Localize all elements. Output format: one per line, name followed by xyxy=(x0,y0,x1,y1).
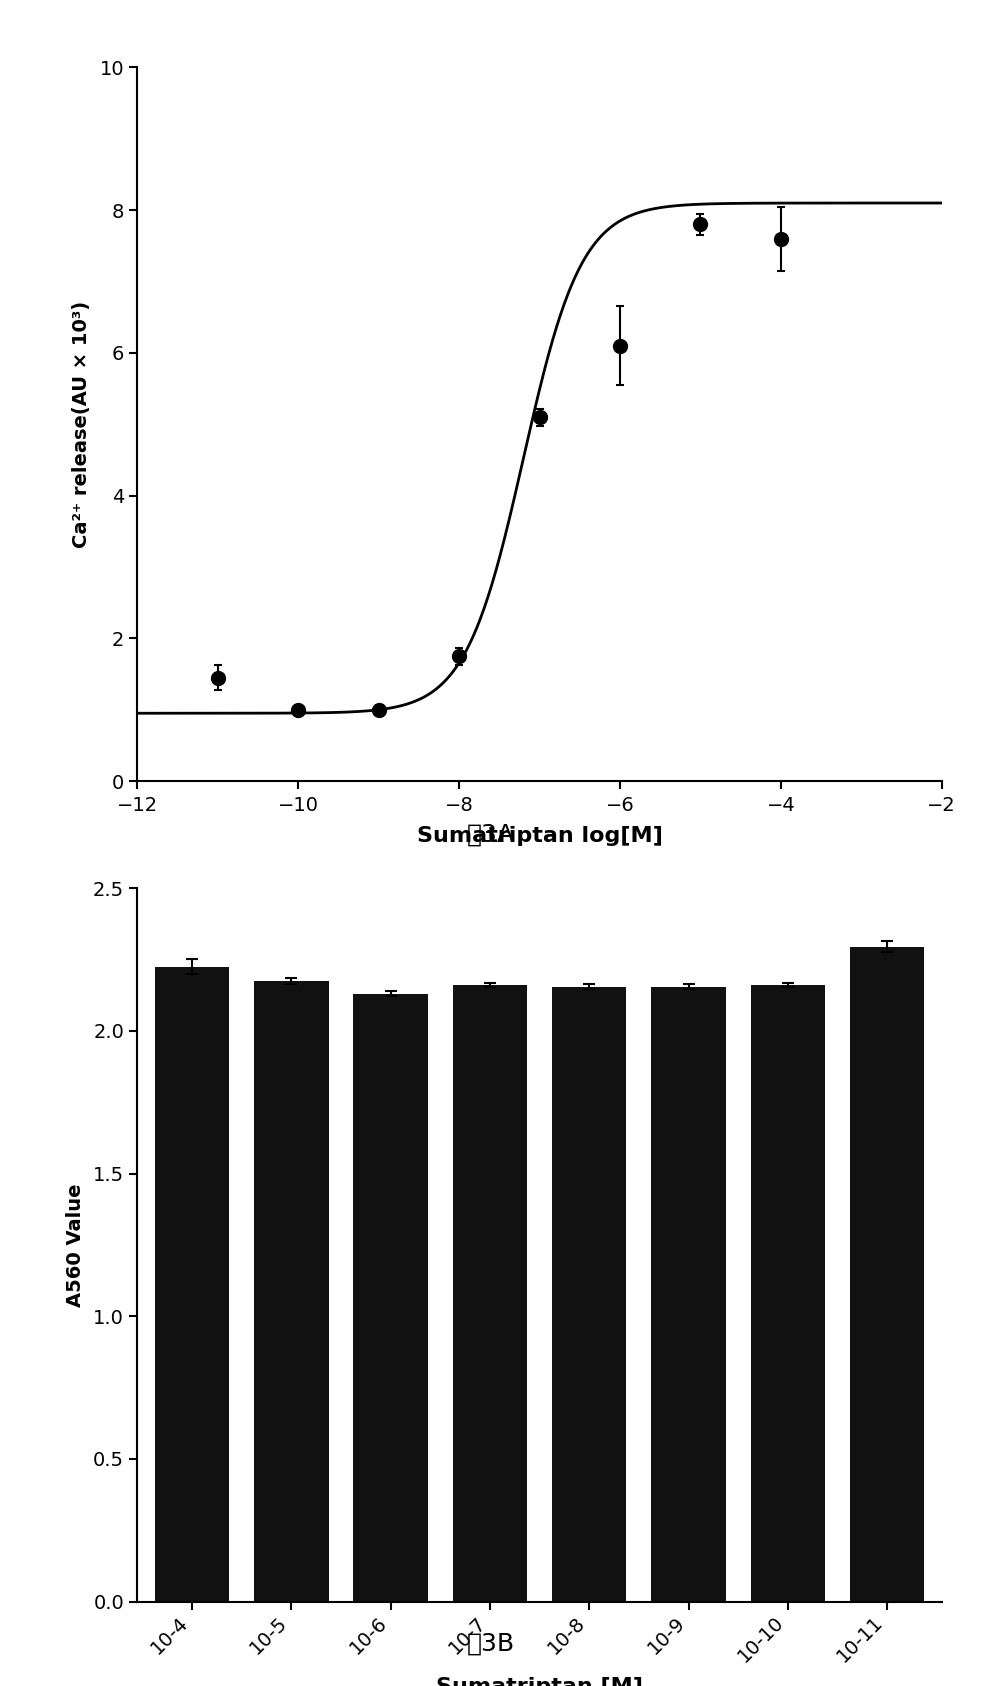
Bar xyxy=(254,981,329,1602)
Bar xyxy=(750,985,825,1602)
Y-axis label: A560 Value: A560 Value xyxy=(66,1184,84,1307)
Bar xyxy=(452,985,527,1602)
Y-axis label: Ca²⁺ release(AU × 10³): Ca²⁺ release(AU × 10³) xyxy=(73,300,91,548)
Bar xyxy=(353,993,428,1602)
Text: 图3B: 图3B xyxy=(466,1632,515,1656)
Bar xyxy=(850,946,924,1602)
Text: 图3A: 图3A xyxy=(467,823,514,846)
X-axis label: Sumatriptan log[M]: Sumatriptan log[M] xyxy=(417,826,662,846)
Bar xyxy=(651,986,726,1602)
X-axis label: Sumatriptan [M]: Sumatriptan [M] xyxy=(436,1678,644,1686)
Bar xyxy=(155,966,230,1602)
Bar xyxy=(552,986,627,1602)
